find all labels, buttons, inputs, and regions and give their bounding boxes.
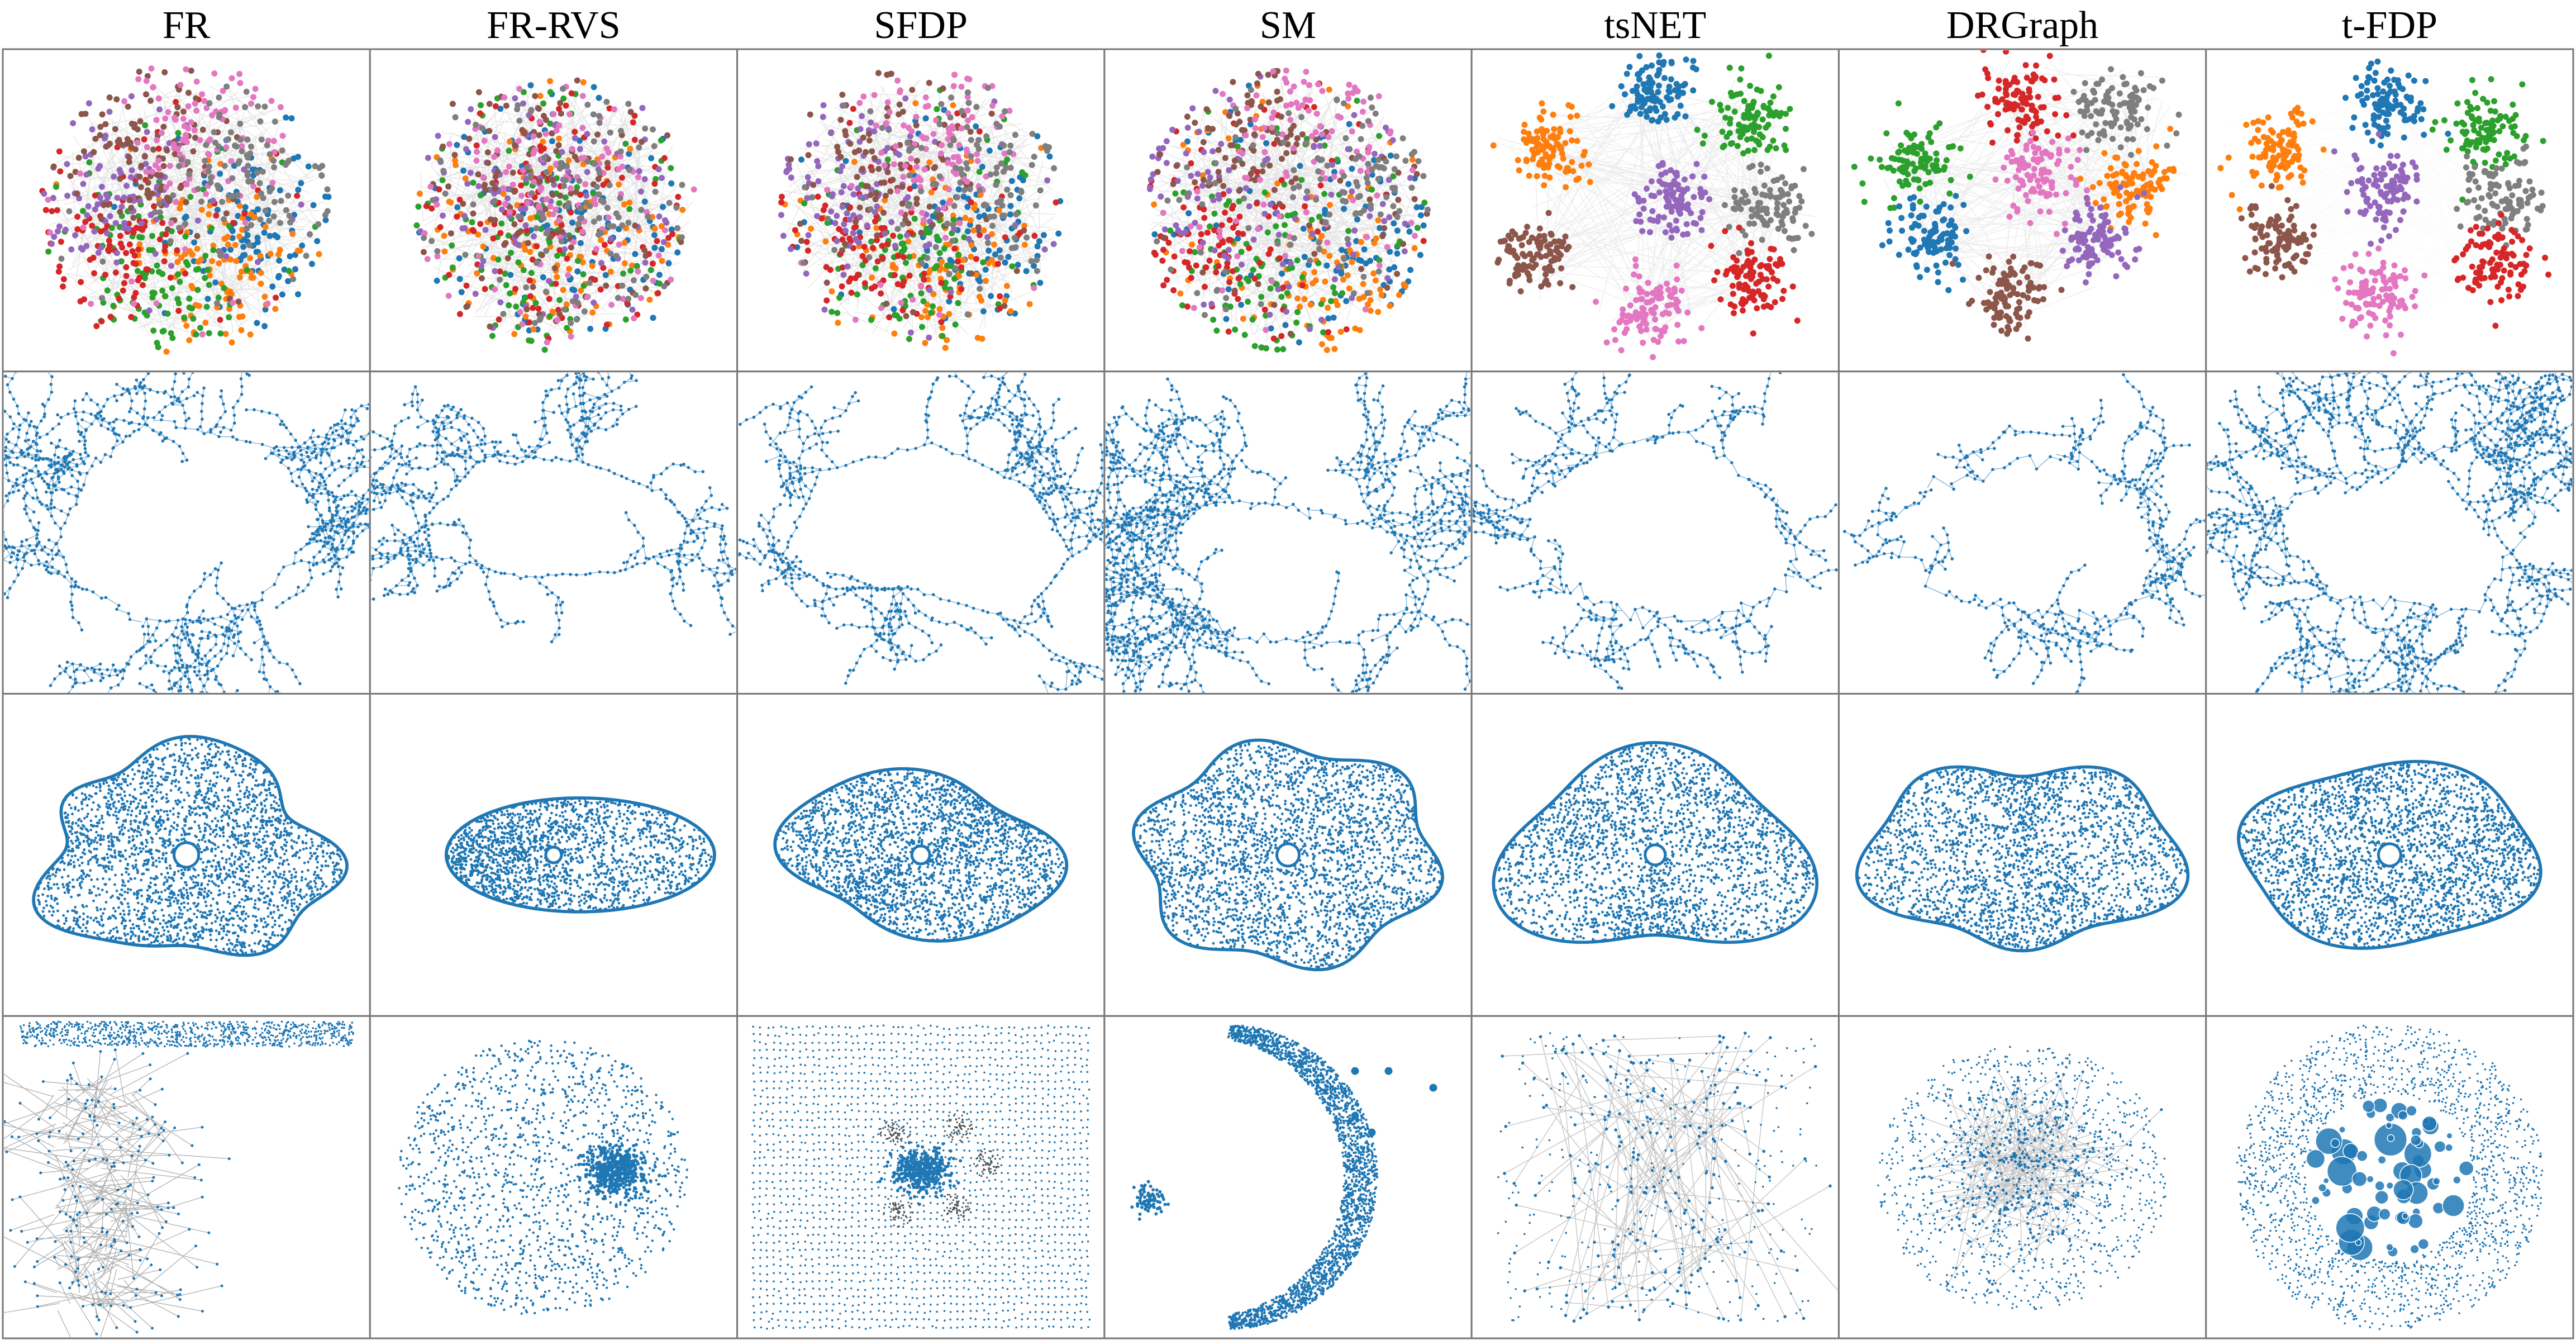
cell-r2-drgraph xyxy=(1839,372,2227,694)
cell-r3-sfdp xyxy=(737,694,1104,1016)
cell-r3-sm xyxy=(1104,694,1472,1016)
cell-frame xyxy=(1104,49,1472,372)
component-bubble xyxy=(2445,1144,2453,1151)
column-title-1: FR-RVS xyxy=(487,4,621,47)
component-bubble xyxy=(2442,1195,2464,1217)
cell-frame xyxy=(2206,1016,2573,1338)
cell-r3-t-fdp xyxy=(2206,694,2573,1016)
component-bubble xyxy=(2339,1127,2346,1133)
component-bubble xyxy=(2433,1177,2440,1185)
cell-r4-tsnet xyxy=(1472,1016,1858,1338)
component-bubble xyxy=(2379,1209,2390,1220)
cell-r1-sm xyxy=(1104,49,1472,372)
cell-r4-sfdp xyxy=(737,1016,1104,1338)
cell-r1-fr xyxy=(3,49,370,372)
component-bubble xyxy=(2323,1178,2329,1184)
cell-r4-sm xyxy=(1104,1016,1472,1338)
component-bubble xyxy=(2386,1122,2392,1128)
cell-r2-tsnet xyxy=(1441,361,1869,693)
cell-frame xyxy=(1839,372,2206,694)
component-bubble xyxy=(2387,1135,2394,1142)
mesh-hole-marks xyxy=(2020,852,2025,857)
layout-grid xyxy=(0,30,2576,1340)
component-bubble xyxy=(2363,1100,2375,1113)
cell-r3-fr-rvs xyxy=(370,694,737,1016)
component-bubble xyxy=(2318,1184,2326,1191)
component-bubble xyxy=(2373,1098,2387,1113)
column-title-4: tsNET xyxy=(1604,4,1706,47)
component-bubble xyxy=(2402,1213,2408,1219)
component-bubble xyxy=(2385,1113,2394,1122)
component-bubble xyxy=(2352,1172,2367,1186)
cell-r3-drgraph xyxy=(1839,694,2206,1016)
column-title-3: SM xyxy=(1260,4,1316,47)
column-titles: FR FR-RVS SFDP SM tsNET DRGraph t-FDP xyxy=(163,4,2437,47)
cell-frame xyxy=(1472,372,1839,694)
component-bubble xyxy=(2408,1214,2423,1228)
component-bubble xyxy=(2459,1161,2474,1176)
mesh-hole xyxy=(2020,852,2025,857)
column-title-0: FR xyxy=(163,4,211,47)
cell-r1-fr-rvs xyxy=(370,49,737,372)
cell-r4-fr-rvs xyxy=(370,1016,737,1338)
cell-r4-drgraph xyxy=(1839,1016,2206,1338)
component-bubble xyxy=(2387,1182,2393,1189)
cell-frame xyxy=(737,372,1104,694)
component-bubble xyxy=(2375,1181,2384,1191)
component-bubble xyxy=(2312,1196,2320,1204)
component-bubble xyxy=(2336,1214,2364,1242)
component-bubble xyxy=(2410,1245,2419,1254)
cell-frame xyxy=(370,694,737,1016)
component-bubble xyxy=(2446,1133,2453,1139)
cell-r3-tsnet xyxy=(1472,694,1839,1016)
cell-frame xyxy=(3,1016,370,1338)
cell-r1-tsnet xyxy=(1472,30,1839,383)
component-bubble xyxy=(2375,1191,2388,1204)
component-bubble xyxy=(2453,1176,2461,1184)
component-bubble xyxy=(2367,1176,2373,1182)
cell-r2-sfdp xyxy=(717,347,1166,696)
component-bubble xyxy=(2393,1180,2413,1200)
component-bubble xyxy=(2386,1244,2393,1251)
component-bubble xyxy=(2398,1111,2408,1120)
column-title-2: SFDP xyxy=(874,4,968,47)
cell-r1-sfdp xyxy=(737,49,1104,372)
column-title-6: t-FDP xyxy=(2342,4,2437,47)
cell-r4-fr xyxy=(0,1016,370,1340)
component-bubble xyxy=(2357,1151,2368,1161)
component-bubble xyxy=(2434,1141,2445,1152)
cell-frame xyxy=(1104,694,1472,1016)
cell-r3-fr xyxy=(3,694,370,1016)
component-bubble xyxy=(2331,1139,2340,1148)
cell-frame xyxy=(3,694,370,1016)
cell-r1-t-fdp xyxy=(2206,49,2573,372)
cell-frame xyxy=(2206,372,2573,694)
cell-r4-t-fdp xyxy=(2206,1016,2573,1338)
component-bubble xyxy=(2418,1239,2429,1249)
cell-r1-drgraph xyxy=(1839,37,2206,372)
column-title-5: DRGraph xyxy=(1946,4,2098,47)
component-bubble xyxy=(2422,1116,2437,1131)
component-bubble xyxy=(2378,1156,2386,1164)
component-bubble xyxy=(2306,1149,2325,1168)
component-bubble xyxy=(2411,1135,2421,1146)
